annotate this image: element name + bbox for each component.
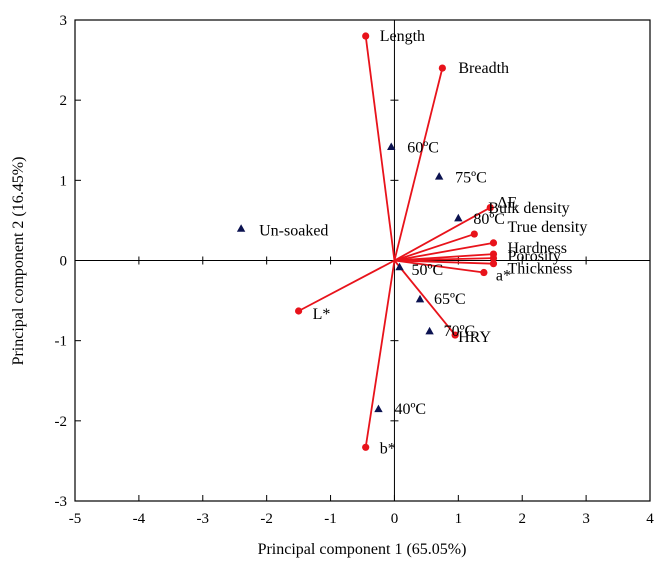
loading-label-length: Length xyxy=(380,28,425,45)
y-tick-label: -2 xyxy=(55,414,68,430)
loading-vector-true-density xyxy=(394,241,494,262)
loading-label-l: L* xyxy=(313,306,331,323)
loading-vector-length xyxy=(364,35,396,261)
loading-label-bulk-density: Bulk density xyxy=(488,200,569,217)
y-tick-label: -1 xyxy=(55,334,68,350)
loading-label-porosity: Porosity xyxy=(507,248,560,265)
x-axis-title: Principal component 1 (65.05%) xyxy=(258,541,467,558)
loading-vector-e xyxy=(394,206,491,262)
loading-point-hry xyxy=(451,331,459,339)
loading-point-thickness xyxy=(489,260,498,268)
loading-point-breadth xyxy=(438,64,446,72)
loading-vector-l xyxy=(298,259,395,312)
x-tick-label: 3 xyxy=(582,511,590,527)
score-point-75-c xyxy=(434,172,444,180)
y-tick-label: 2 xyxy=(60,93,68,109)
loading-vector-breadth xyxy=(393,67,444,261)
score-point-un-soaked xyxy=(236,224,246,232)
score-label-65-c: 65ºC xyxy=(434,291,466,308)
loading-vector-thickness xyxy=(394,259,494,265)
y-tick-label: 3 xyxy=(60,13,68,29)
loading-vectors xyxy=(295,32,498,451)
loading-point-a xyxy=(480,268,488,277)
x-tick-label: 0 xyxy=(391,511,399,527)
x-tick-label: 4 xyxy=(646,511,654,527)
score-point-65-c xyxy=(415,294,425,303)
y-tick-label: 0 xyxy=(60,254,68,270)
score-label-50-c: 50ºC xyxy=(412,262,444,279)
score-label-70-c: 70ºC xyxy=(444,323,476,340)
loading-label-hardness: Hardness xyxy=(507,240,567,257)
loading-label-e: ΔE xyxy=(497,195,517,212)
loading-label-breadth: Breadth xyxy=(458,60,509,77)
score-point-80-c xyxy=(454,213,463,222)
loading-vector-hry xyxy=(393,259,456,336)
axis-ticks: -5 -4 -3 -2 -1 0 1 2 3 4 3 2 1 0 -1 -2 -3 xyxy=(55,13,655,527)
score-point-50-c xyxy=(395,262,404,271)
score-point-60-c xyxy=(387,142,396,151)
score-label-75-c: 75ºC xyxy=(455,169,487,186)
x-tick-label: 2 xyxy=(518,511,526,527)
loading-label-b: b* xyxy=(380,440,396,457)
x-tick-label: -2 xyxy=(260,511,273,527)
x-tick-label: 1 xyxy=(455,511,463,527)
loading-vector-b xyxy=(364,260,396,448)
y-axis-title: Principal component 2 (16.45%) xyxy=(10,157,27,366)
loading-label-hry: HRY xyxy=(458,329,491,346)
loading-point-porosity xyxy=(489,254,498,262)
score-label-un-soaked: Un-soaked xyxy=(259,222,328,239)
loading-point-true-density xyxy=(489,239,498,247)
loading-point-length xyxy=(362,32,370,40)
loading-label-thickness: Thickness xyxy=(507,261,572,278)
y-tick-label: -3 xyxy=(55,494,68,510)
x-tick-label: -3 xyxy=(197,511,210,527)
loading-vector-porosity xyxy=(394,257,494,262)
x-tick-label: -4 xyxy=(133,511,146,527)
loading-label-true-density: True density xyxy=(507,219,587,236)
loading-point-b xyxy=(362,443,370,451)
x-tick-label: -1 xyxy=(324,511,337,527)
score-point-40-c xyxy=(374,404,383,413)
score-points xyxy=(236,142,463,413)
loading-point-bulk-density xyxy=(470,230,478,238)
score-point-70-c xyxy=(425,326,434,335)
x-tick-label: -5 xyxy=(69,511,82,527)
score-label-40-c: 40ºC xyxy=(394,401,426,418)
loading-label-a: a* xyxy=(496,268,511,285)
loading-vector-a xyxy=(394,259,485,274)
score-label-80-c: 80ºC xyxy=(473,211,505,228)
y-tick-label: 1 xyxy=(60,173,68,189)
loading-point-l xyxy=(295,307,303,315)
loading-point-e xyxy=(486,203,494,212)
score-label-60-c: 60ºC xyxy=(407,140,439,157)
loading-vector-bulk-density xyxy=(394,233,475,262)
